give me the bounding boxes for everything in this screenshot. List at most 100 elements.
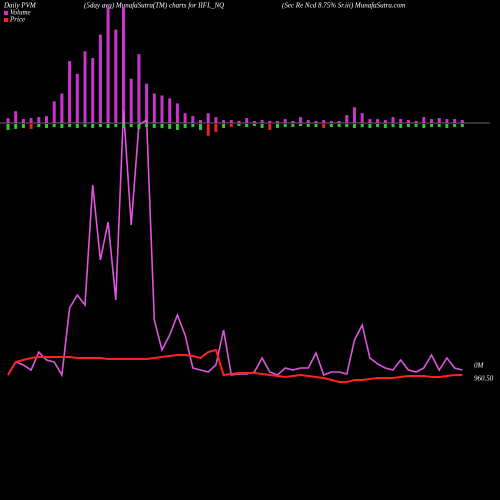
legend-swatch [4, 18, 8, 22]
price-bar [252, 124, 256, 126]
volume-bar [14, 111, 18, 123]
volume-bar [329, 121, 333, 123]
volume-bar [306, 120, 310, 123]
price-bar [422, 124, 426, 128]
price-bar [399, 124, 403, 128]
legend-swatch [4, 11, 8, 15]
price-bar [37, 124, 41, 127]
price-bar [52, 124, 56, 127]
price-bar [68, 124, 72, 127]
volume-bar [430, 119, 433, 123]
volume-bar [37, 117, 41, 123]
legend-label: Price [9, 16, 25, 24]
price-bar [437, 124, 441, 127]
price-bar [430, 124, 433, 127]
price-bar [453, 124, 457, 127]
price-bar [75, 124, 79, 128]
volume-bar [283, 119, 287, 123]
volume-bar [237, 121, 241, 123]
volume-bar [60, 93, 64, 123]
price-bar [129, 124, 133, 127]
volume-bar [98, 34, 102, 123]
volume-bar [206, 113, 210, 123]
price-bar [268, 124, 272, 130]
volume-bar [360, 113, 364, 123]
price-bar [460, 124, 464, 127]
price-bar [345, 124, 349, 127]
volume-bar [460, 120, 464, 123]
volume-bar [175, 103, 179, 123]
volume-bar [106, 6, 110, 123]
volume-bar [314, 121, 318, 123]
price-bar [283, 124, 287, 127]
volume-bar [337, 121, 341, 123]
volume-bar [168, 98, 172, 123]
price-bar [6, 124, 10, 130]
price-bar [83, 124, 87, 127]
volume-bar [52, 101, 56, 123]
volume-bar [75, 73, 79, 123]
end-label: 960.50 [474, 375, 494, 383]
price-bar [276, 124, 279, 128]
legend-label: Volume [10, 9, 31, 17]
volume-bar [414, 121, 418, 123]
price-bar [145, 124, 149, 127]
price-bar [114, 124, 118, 127]
volume-bar [222, 120, 226, 123]
price-bar [322, 124, 326, 128]
price-bar [21, 124, 25, 128]
price-bar [175, 124, 179, 130]
chart-subtitle: (5day avg) MunafaSutra(TM) charts for II… [84, 2, 224, 10]
price-bar [214, 124, 218, 132]
price-bar [229, 124, 233, 127]
price-bar [360, 124, 364, 127]
volume-bar [229, 120, 233, 123]
price-bar [191, 124, 195, 127]
price-bar [329, 124, 333, 127]
volume-bar [276, 121, 279, 123]
price-bar [414, 124, 418, 127]
price-bar [306, 124, 310, 127]
volume-bar [453, 119, 457, 123]
price-bar [45, 124, 48, 128]
price-bar [391, 124, 395, 127]
price-bar [14, 124, 18, 129]
price-bar [260, 124, 264, 128]
price-bar [91, 124, 95, 128]
volume-bar [160, 95, 164, 123]
volume-bar [183, 113, 187, 123]
volume-bar [252, 121, 256, 123]
volume-bar [83, 51, 87, 123]
volume-bar [245, 118, 249, 123]
volume-bar [91, 58, 95, 123]
volume-bar [353, 107, 356, 123]
volume-bar [422, 117, 426, 123]
volume-bar [6, 118, 10, 123]
price-bar [368, 124, 372, 128]
volume-bar [383, 120, 387, 123]
volume-bar [191, 116, 195, 123]
volume-bar [322, 120, 326, 123]
volume-bar [45, 116, 48, 123]
price-bar [383, 124, 387, 128]
volume-bar [406, 120, 410, 123]
volume-bar [114, 29, 118, 123]
volume-bar [345, 115, 349, 123]
volume-bar [376, 119, 380, 123]
volume-bar [145, 83, 149, 123]
price-bar [299, 124, 303, 126]
price-bar [168, 124, 172, 129]
price-bar [60, 124, 64, 128]
volume-bar [399, 119, 403, 123]
volume-bar [199, 120, 202, 123]
price-bar [337, 124, 341, 127]
price-bar [237, 124, 241, 126]
price-bar [152, 124, 156, 128]
volume-bar [437, 118, 441, 123]
chart-source: (Sec Re Ncd 8.75% Sr.iii) MunafaSutra.co… [282, 2, 405, 10]
price-bar [222, 124, 226, 128]
price-bar [314, 124, 318, 127]
price-bar [29, 124, 33, 129]
